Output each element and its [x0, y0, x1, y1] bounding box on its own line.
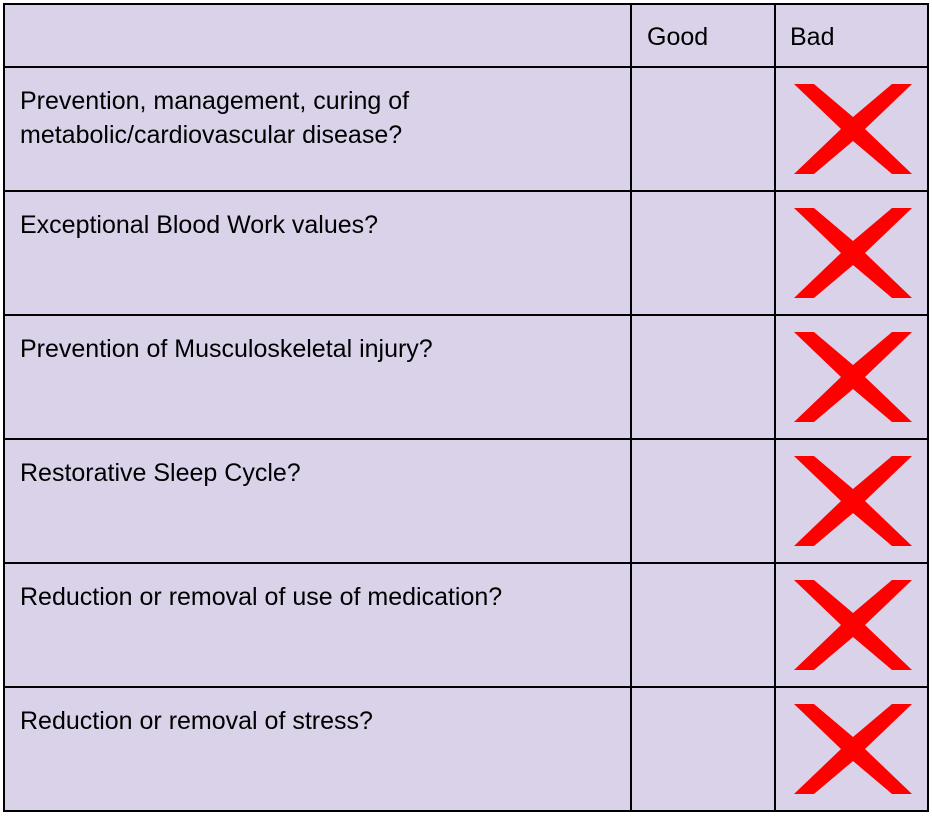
table-row: Reduction or removal of use of medicatio…: [3, 562, 929, 688]
header-row: Good Bad: [3, 3, 929, 68]
question-cell: Prevention of Musculoskeletal injury?: [3, 314, 632, 440]
table-row: Prevention of Musculoskeletal injury?: [3, 314, 929, 440]
bad-cell: [774, 314, 929, 440]
bad-cell: [774, 438, 929, 564]
header-cell-bad: Bad: [774, 3, 929, 68]
table-row: Reduction or removal of stress?: [3, 686, 929, 812]
good-cell: [630, 562, 776, 688]
table-row: Exceptional Blood Work values?: [3, 190, 929, 316]
comparison-table: Good Bad Prevention, management, curing …: [3, 3, 929, 812]
x-mark-icon: [794, 332, 912, 422]
good-cell: [630, 314, 776, 440]
x-mark-icon: [794, 208, 912, 298]
question-cell: Prevention, management, curing of metabo…: [3, 66, 632, 192]
question-cell: Restorative Sleep Cycle?: [3, 438, 632, 564]
question-text: Exceptional Blood Work values?: [20, 211, 379, 239]
header-cell-question: [3, 3, 632, 68]
bad-cell: [774, 66, 929, 192]
good-cell: [630, 190, 776, 316]
question-text: Prevention of Musculoskeletal injury?: [20, 335, 433, 363]
question-text: Reduction or removal of use of medicatio…: [20, 583, 503, 611]
x-mark-icon: [794, 456, 912, 546]
question-cell: Exceptional Blood Work values?: [3, 190, 632, 316]
x-mark-icon: [794, 84, 912, 174]
table-row: Prevention, management, curing of metabo…: [3, 66, 929, 192]
question-cell: Reduction or removal of use of medicatio…: [3, 562, 632, 688]
good-column-header: Good: [647, 23, 709, 51]
question-text: Prevention, management, curing of metabo…: [20, 87, 410, 149]
header-cell-good: Good: [630, 3, 776, 68]
x-mark-icon: [794, 580, 912, 670]
good-cell: [630, 438, 776, 564]
table-row: Restorative Sleep Cycle?: [3, 438, 929, 564]
question-text: Reduction or removal of stress?: [20, 707, 373, 735]
question-cell: Reduction or removal of stress?: [3, 686, 632, 812]
question-text: Restorative Sleep Cycle?: [20, 459, 301, 487]
good-cell: [630, 66, 776, 192]
bad-column-header: Bad: [790, 23, 835, 51]
bad-cell: [774, 190, 929, 316]
x-mark-icon: [794, 704, 912, 794]
good-cell: [630, 686, 776, 812]
bad-cell: [774, 562, 929, 688]
bad-cell: [774, 686, 929, 812]
